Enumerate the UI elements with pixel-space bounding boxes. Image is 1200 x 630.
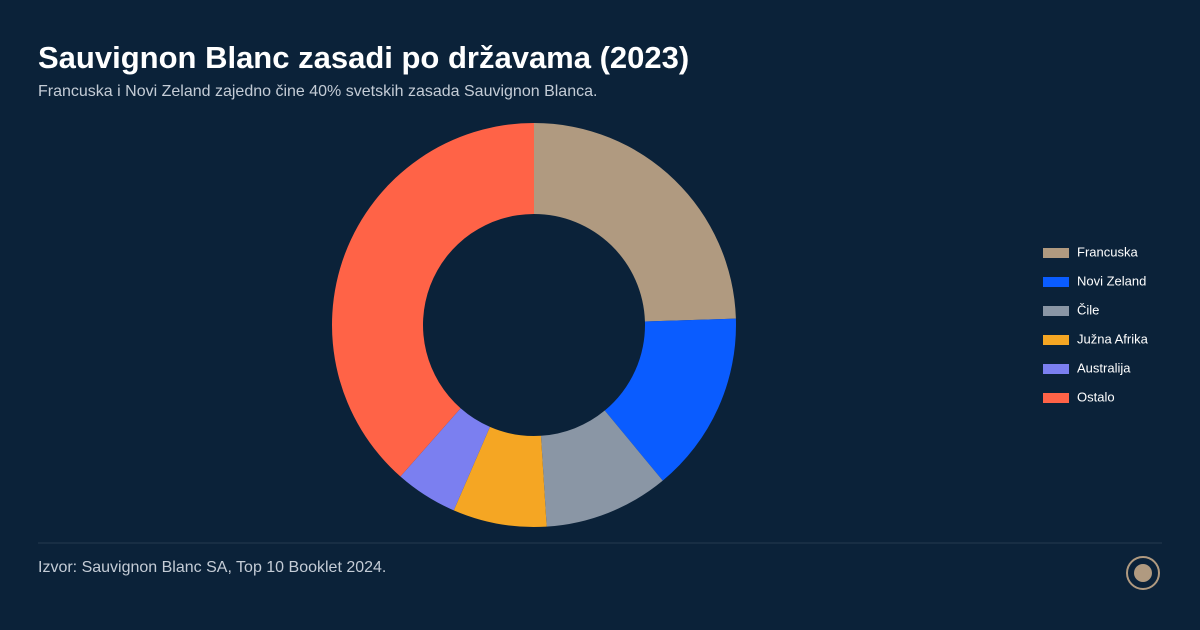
donut-slice bbox=[604, 318, 736, 481]
donut-slice bbox=[540, 410, 663, 527]
legend-label: Australija bbox=[1077, 360, 1131, 375]
legend-swatch bbox=[1043, 248, 1069, 258]
logo bbox=[1126, 556, 1160, 590]
legend-label: Južna Afrika bbox=[1077, 331, 1149, 346]
chart-title: Sauvignon Blanc zasadi po državama (2023… bbox=[38, 40, 689, 75]
legend-swatch bbox=[1043, 364, 1069, 374]
legend-swatch bbox=[1043, 393, 1069, 403]
chart-subtitle: Francuska i Novi Zeland zajedno čine 40%… bbox=[38, 83, 597, 100]
legend-swatch bbox=[1043, 306, 1069, 316]
legend-label: Novi Zeland bbox=[1077, 273, 1146, 288]
donut-slice bbox=[453, 426, 547, 527]
legend-swatch bbox=[1043, 277, 1069, 287]
donut-slice bbox=[331, 123, 534, 477]
donut-slice bbox=[534, 123, 736, 322]
legend-swatch bbox=[1043, 335, 1069, 345]
source: Izvor: Sauvignon Blanc SA, Top 10 Bookle… bbox=[38, 559, 386, 576]
legend-label: Francuska bbox=[1077, 244, 1138, 259]
legend-label: Ostalo bbox=[1077, 389, 1115, 404]
donut-slice bbox=[400, 408, 490, 511]
legend-label: Čile bbox=[1077, 302, 1099, 317]
